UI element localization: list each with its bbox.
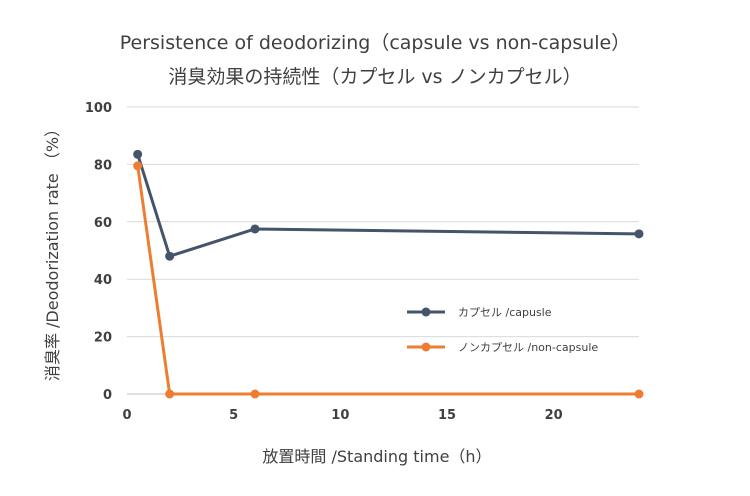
chart-title: Persistence of deodorizing（capsule vs no… <box>119 32 631 54</box>
legend-swatch-marker <box>421 342 431 352</box>
data-point <box>133 149 143 159</box>
chart-subtitle: 消臭効果の持続性（カプセル vs ノンカプセル） <box>168 66 582 88</box>
series-line-1 <box>136 153 640 258</box>
data-point <box>250 389 260 399</box>
x-tick-label: 10 <box>331 408 349 423</box>
x-tick-label: 5 <box>229 408 238 423</box>
legend: カプセル /capusle ノンカプセル /non-capsule <box>407 306 598 354</box>
data-point <box>165 251 175 261</box>
data-point <box>133 161 143 171</box>
series-group <box>133 149 644 399</box>
legend-label: ノンカプセル /non-capsule <box>458 341 598 354</box>
x-tick-label: 15 <box>438 408 456 423</box>
y-tick-label: 100 <box>85 101 112 116</box>
legend-label: カプセル /capusle <box>458 306 552 319</box>
data-point <box>634 229 644 239</box>
data-point <box>634 389 644 399</box>
x-tick-label: 20 <box>545 408 563 423</box>
series-line-2 <box>136 165 639 396</box>
x-tick-label: 0 <box>122 408 131 423</box>
y-tick-label: 80 <box>94 158 112 173</box>
x-tick-labels: 0 5 10 15 20 <box>122 408 562 423</box>
y-tick-label: 20 <box>94 331 112 346</box>
data-point <box>250 224 260 234</box>
legend-swatch-marker <box>421 307 431 317</box>
y-tick-label: 0 <box>103 388 112 403</box>
y-tick-label: 40 <box>94 273 112 288</box>
y-axis-label: 消臭率 /Deodorization rate （%） <box>43 121 62 381</box>
x-axis-label: 放置時間 /Standing time（h） <box>262 447 491 466</box>
data-point <box>165 389 175 399</box>
y-tick-label: 60 <box>94 216 112 231</box>
y-tick-labels: 0 20 40 60 80 100 <box>85 101 112 403</box>
